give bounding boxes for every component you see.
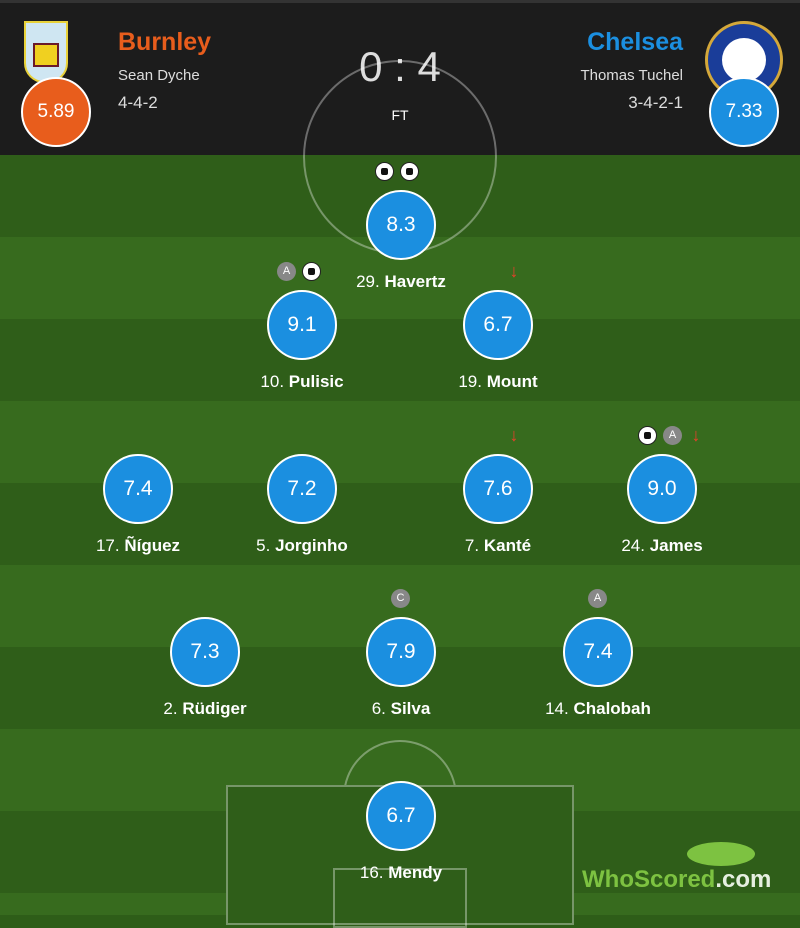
player-rating: 7.4 <box>103 454 173 524</box>
player-surname: Mount <box>486 372 538 391</box>
player-event-icons: A <box>277 261 321 281</box>
player-4[interactable]: 7.2 5. Jorginho <box>222 454 382 556</box>
player-surname: Ñíguez <box>124 536 181 555</box>
player-rating: 7.6 <box>463 454 533 524</box>
player-rating: 9.0 <box>627 454 697 524</box>
player-name: 10. Pulisic <box>222 372 382 392</box>
player-2[interactable]: 6.7 19. Mount <box>418 290 578 392</box>
shirt-number: 29. <box>356 272 380 291</box>
player-rating: 9.1 <box>267 290 337 360</box>
goal-ball-icon <box>375 161 394 181</box>
player-rating: 7.3 <box>170 617 240 687</box>
player-event-icons: C <box>391 588 410 608</box>
assist-icon: A <box>277 261 296 281</box>
away-team-rating: 7.33 <box>709 77 779 147</box>
logo-text: WhoScored <box>582 866 716 893</box>
logo-domain: .com <box>715 866 772 893</box>
player-surname: James <box>649 536 703 555</box>
substituted-off-arrow-icon: ↓ <box>509 424 519 445</box>
player-7[interactable]: 7.3 2. Rüdiger <box>125 617 285 719</box>
shirt-number: 7. <box>464 536 480 555</box>
home-team-name[interactable]: Burnley <box>118 28 212 56</box>
player-event-icons: A ↓ <box>638 425 704 445</box>
player-name: 5. Jorginho <box>222 536 382 556</box>
player-surname: Jorginho <box>275 536 348 555</box>
assist-icon: A <box>588 588 607 608</box>
player-name: 7. Kanté <box>418 536 578 556</box>
player-9[interactable]: 7.4 14. Chalobah <box>518 617 678 719</box>
player-name: 29. Havertz <box>321 272 481 292</box>
away-team-name[interactable]: Chelsea <box>587 28 683 56</box>
player-surname: Mendy <box>388 863 443 882</box>
match-header: 5.89 Burnley Sean Dyche 4-4-2 0 : 4 FT C… <box>0 0 800 155</box>
player-0[interactable]: 8.3 29. Havertz <box>321 190 481 292</box>
home-team-rating: 5.89 <box>21 77 91 147</box>
player-3[interactable]: 7.4 17. Ñíguez <box>58 454 218 556</box>
player-name: 19. Mount <box>418 372 578 392</box>
player-event-icons: ↓ <box>506 261 522 281</box>
player-event-icons: ↓ <box>506 425 522 445</box>
player-name: 17. Ñíguez <box>58 536 218 556</box>
assist-icon: A <box>663 425 682 445</box>
player-5[interactable]: 7.6 7. Kanté <box>418 454 578 556</box>
player-10[interactable]: 6.7 16. Mendy <box>321 781 481 883</box>
whoscored-logo: WhoScored.com <box>582 842 782 893</box>
player-event-icons: A <box>588 588 607 608</box>
shirt-number: 14. <box>545 699 569 718</box>
player-event-icons <box>375 161 419 181</box>
player-8[interactable]: 7.9 6. Silva <box>321 617 481 719</box>
shirt-number: 24. <box>621 536 645 555</box>
home-formation: 4-4-2 <box>118 93 158 112</box>
player-surname: Kanté <box>483 536 532 555</box>
player-surname: Chalobah <box>573 699 651 718</box>
player-rating: 6.7 <box>463 290 533 360</box>
player-surname: Pulisic <box>288 372 344 391</box>
substituted-off-arrow-icon: ↓ <box>691 424 701 445</box>
burnley-crest <box>24 21 68 83</box>
shirt-number: 19. <box>458 372 482 391</box>
player-surname: Havertz <box>384 272 446 291</box>
player-name: 24. James <box>582 536 742 556</box>
player-rating: 7.2 <box>267 454 337 524</box>
player-surname: Silva <box>390 699 431 718</box>
player-6[interactable]: 9.0 24. James <box>582 454 742 556</box>
captain-icon: C <box>391 588 410 608</box>
goal-ball-icon <box>638 425 657 445</box>
shirt-number: 16. <box>359 863 384 882</box>
shirt-number: 10. <box>260 372 285 391</box>
player-rating: 6.7 <box>366 781 436 851</box>
shirt-number: 5. <box>256 536 271 555</box>
player-rating: 8.3 <box>366 190 436 260</box>
away-formation: 3-4-2-1 <box>628 93 683 112</box>
away-manager: Thomas Tuchel <box>580 67 683 84</box>
player-name: 14. Chalobah <box>518 699 678 719</box>
player-rating: 7.9 <box>366 617 436 687</box>
player-name: 6. Silva <box>321 699 481 719</box>
player-1[interactable]: 9.1 10. Pulisic <box>222 290 382 392</box>
goal-ball-icon <box>302 261 321 281</box>
home-manager: Sean Dyche <box>118 67 200 84</box>
goal-ball-icon <box>400 161 419 181</box>
player-surname: Rüdiger <box>182 699 247 718</box>
shirt-number: 17. <box>95 536 120 555</box>
player-name: 16. Mendy <box>321 863 481 883</box>
player-name: 2. Rüdiger <box>125 699 285 719</box>
player-rating: 7.4 <box>563 617 633 687</box>
shirt-number: 6. <box>371 699 386 718</box>
shirt-number: 2. <box>163 699 178 718</box>
substituted-off-arrow-icon: ↓ <box>509 260 519 281</box>
